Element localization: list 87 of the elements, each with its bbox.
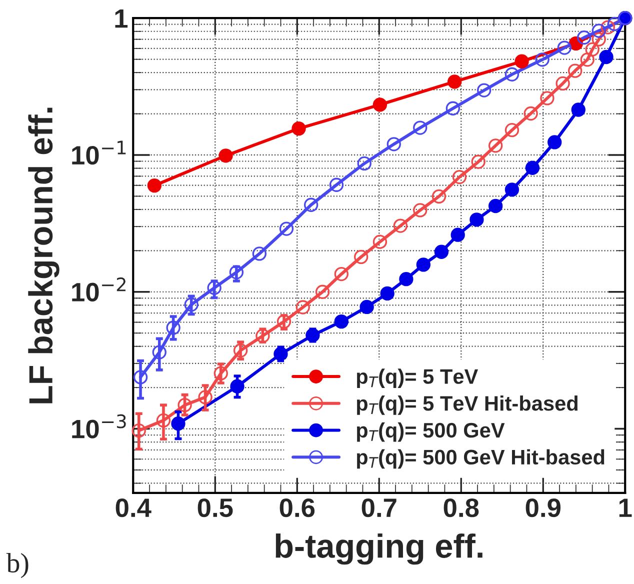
point	[296, 300, 310, 314]
point	[218, 148, 233, 163]
y-tick-label: 1	[115, 10, 128, 28]
point	[399, 272, 414, 286]
x-tick-label: 0.5	[198, 498, 233, 518]
point	[380, 286, 394, 301]
point	[471, 154, 486, 169]
point	[178, 398, 192, 412]
point	[292, 121, 306, 136]
point	[372, 234, 388, 249]
point	[334, 266, 348, 282]
x-axis-title: b-tagging eff.	[276, 533, 482, 565]
point	[230, 379, 244, 394]
point	[585, 42, 600, 57]
point	[147, 178, 162, 193]
point	[600, 20, 615, 34]
point	[514, 54, 529, 68]
point	[184, 298, 198, 312]
point	[413, 203, 428, 218]
point	[571, 102, 586, 117]
point	[599, 50, 614, 64]
point	[132, 423, 146, 438]
point	[166, 320, 180, 335]
y-tick-label: 10$^{−2}$	[72, 277, 126, 302]
point	[580, 52, 594, 67]
point	[548, 135, 562, 150]
point	[592, 24, 606, 38]
point	[334, 314, 348, 329]
x-tick-label: 0.8	[444, 498, 479, 518]
point	[488, 198, 503, 214]
point	[416, 258, 430, 272]
point	[568, 64, 582, 78]
y-tick-label: 10$^{−3}$	[72, 414, 126, 438]
point	[372, 98, 388, 112]
point	[171, 416, 186, 431]
point	[214, 366, 228, 380]
point	[279, 222, 294, 236]
point	[524, 106, 538, 121]
point	[447, 74, 462, 89]
point	[304, 198, 318, 212]
point	[357, 156, 372, 171]
point	[233, 343, 248, 358]
point	[432, 189, 446, 204]
legend-label: p$_{T}$(q)= 500 GeV Hit-based	[356, 449, 604, 469]
x-tick-label: 0.6	[280, 498, 315, 518]
point	[360, 300, 374, 314]
legend-label: p$_{T}$(q)= 5 TeV Hit-based	[356, 395, 578, 415]
legend-label: p$_{T}$(q)= 5 TeV	[356, 368, 478, 388]
y-axis-title: LF background eff.	[28, 108, 60, 404]
point	[315, 284, 330, 299]
point	[152, 345, 166, 360]
point	[207, 280, 222, 295]
text: b)	[6, 552, 28, 578]
point	[577, 30, 592, 45]
point	[452, 170, 467, 184]
point	[488, 138, 503, 153]
point	[434, 244, 449, 259]
point	[354, 250, 368, 264]
legend-label: p$_{T}$(q)= 500 GeV	[356, 422, 505, 442]
x-tick-label: 0.4	[116, 498, 152, 518]
point	[156, 413, 171, 428]
point	[504, 123, 520, 138]
point	[535, 52, 550, 67]
point	[329, 178, 344, 192]
x-tick-label: 1	[619, 498, 632, 517]
point	[592, 32, 606, 46]
point	[446, 101, 460, 116]
point	[386, 137, 401, 152]
point	[607, 16, 622, 32]
point	[525, 160, 540, 175]
point	[450, 228, 465, 242]
point	[393, 218, 408, 233]
x-tick-label: 0.7	[362, 498, 396, 518]
point	[540, 91, 554, 106]
point	[252, 246, 266, 261]
point	[470, 212, 484, 227]
point	[133, 370, 148, 384]
point	[504, 67, 520, 82]
point	[229, 265, 244, 280]
point	[198, 390, 212, 404]
x-tick-label: 0.9	[526, 498, 560, 518]
point	[504, 182, 520, 197]
point	[556, 76, 570, 91]
point	[477, 83, 492, 98]
point	[413, 120, 428, 135]
point	[557, 40, 572, 55]
y-tick-label: 10$^{−1}$	[72, 140, 126, 165]
